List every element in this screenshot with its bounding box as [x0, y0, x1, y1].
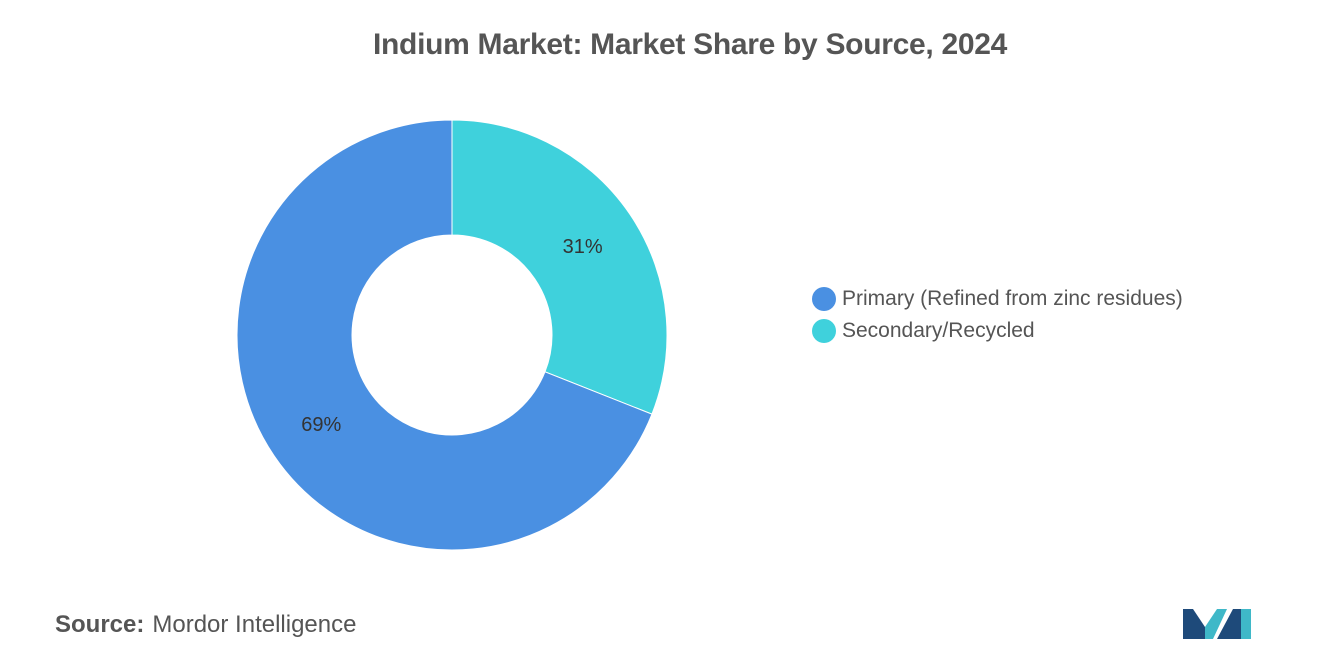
slice-primary-refined-from-zinc-residues [236, 119, 653, 551]
chart-title: Indium Market: Market Share by Source, 2… [372, 28, 1007, 61]
legend-item: Primary (Refined from zinc residues) [812, 283, 1183, 315]
slice-secondary-recycled [451, 119, 668, 415]
legend-label: Primary (Refined from zinc residues) [842, 287, 1183, 310]
data-label: 69% [301, 414, 341, 436]
legend-swatch [812, 287, 836, 311]
legend: Primary (Refined from zinc residues) Seco… [812, 283, 1183, 347]
legend-item: Secondary/Recycled [812, 315, 1183, 347]
mordor-intelligence-logo-icon [1183, 609, 1251, 639]
source-text: Mordor Intelligence [152, 611, 357, 638]
source-note: Source: Mordor Intelligence [55, 611, 356, 639]
source-label: Source: [55, 611, 145, 638]
legend-swatch [812, 319, 836, 343]
data-label: 31% [563, 236, 603, 258]
legend-label: Secondary/Recycled [842, 319, 1035, 342]
